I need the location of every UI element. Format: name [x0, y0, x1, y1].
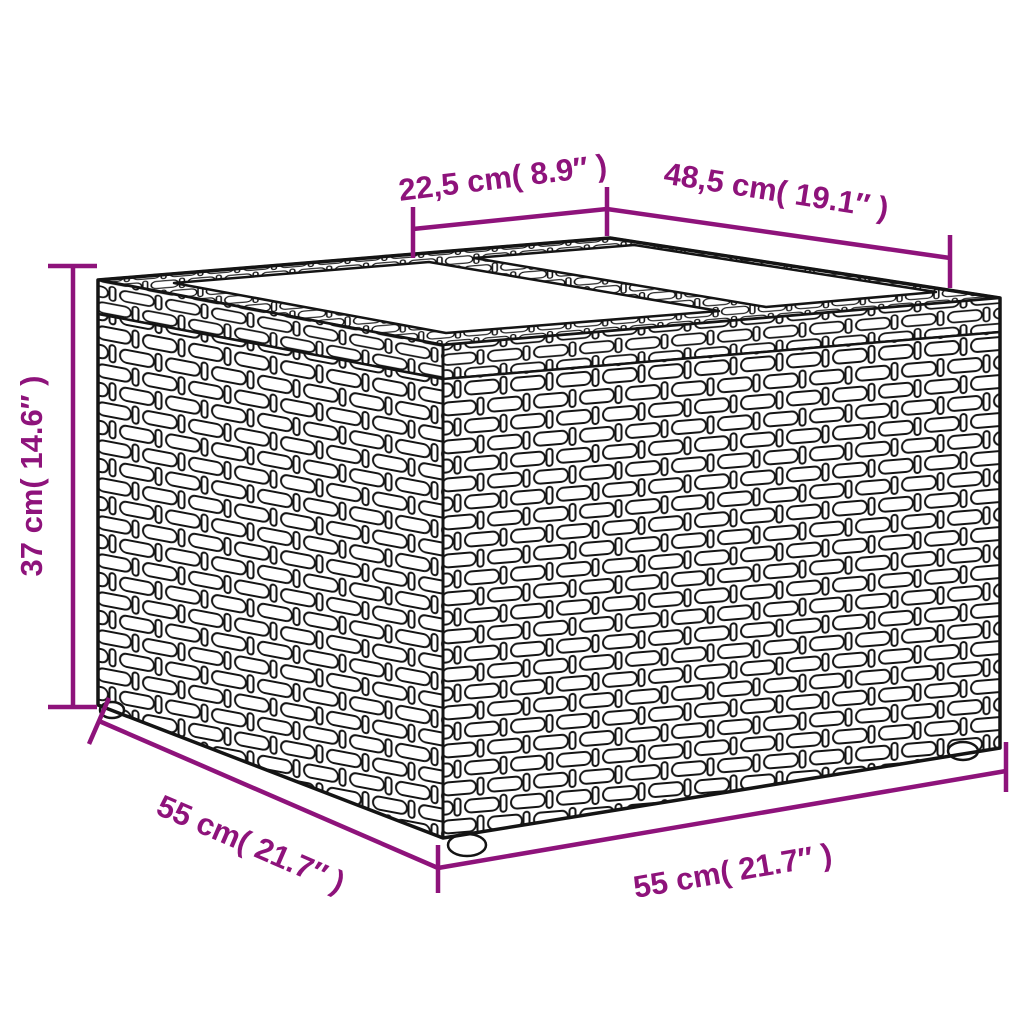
dim-side-depth-line: [98, 718, 439, 871]
table-outline: [96, 236, 1002, 840]
dim-side-depth-tick-start: [86, 697, 112, 745]
glass-panel-left: [172, 260, 721, 335]
dim-glass-depth-line: [606, 206, 951, 261]
dim-front-width-line: [437, 768, 1007, 871]
dim-glass-width-label: 22,5 cm( 8.9″ ): [397, 148, 609, 208]
dim-glass-width-line: [412, 206, 608, 232]
dim-height-label: 37 cm( 14.6″ ): [14, 376, 49, 577]
glass-panel-right: [472, 243, 938, 309]
wall-left: [96, 312, 445, 840]
table-artwork: [96, 236, 1002, 858]
dim-front-width-label: 55 cm( 21.7″ ): [631, 837, 835, 905]
dim-glass-depth-label: 48,5 cm( 19.1″ ): [662, 156, 891, 226]
dim-side-depth-label: 55 cm( 21.7″ ): [152, 788, 350, 900]
dim-height: 37 cm( 14.6″ ): [14, 263, 97, 710]
